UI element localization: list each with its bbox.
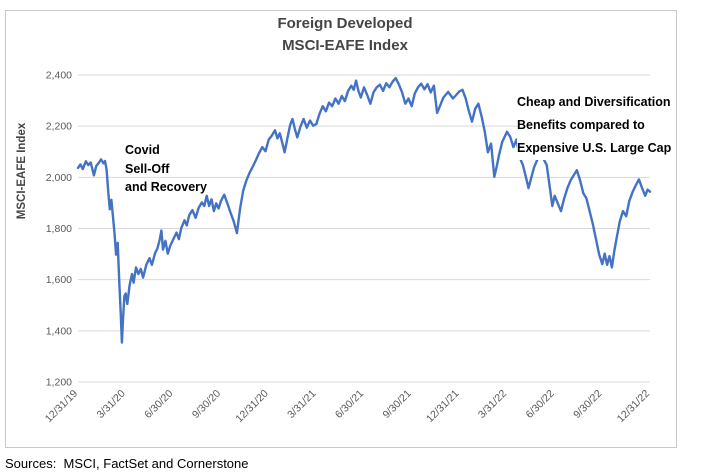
- annotation-cheap-line2: Benefits compared to: [517, 118, 645, 132]
- x-tick-label: 3/31/21: [285, 388, 318, 421]
- annotation-covid-line2: Sell-Off: [125, 161, 170, 176]
- x-tick-label: 6/30/22: [524, 388, 557, 421]
- x-tick-label: 9/30/21: [381, 388, 414, 421]
- sources-text: Sources: MSCI, FactSet and Cornerstone: [5, 456, 249, 471]
- y-tick-label: 1,200: [46, 377, 72, 389]
- y-tick-label: 2,400: [46, 70, 72, 82]
- annotation-covid-line1: Covid: [125, 143, 160, 157]
- chart-title-line2: MSCI-EAFE Index: [282, 37, 408, 54]
- x-tick-label: 6/30/21: [333, 388, 366, 421]
- index-line-series: [76, 76, 652, 344]
- x-tick-label: 12/31/21: [424, 388, 461, 425]
- y-tick-label: 1,400: [46, 325, 72, 337]
- x-tick-label: 3/31/20: [95, 388, 128, 421]
- y-tick-label: 2,200: [46, 121, 72, 133]
- y-tick-label: 1,600: [46, 274, 72, 286]
- y-tick-label: 1,800: [46, 223, 72, 235]
- y-axis-title: MSCI-EAFE Index: [16, 122, 28, 220]
- x-tick-label: 6/30/20: [142, 388, 175, 421]
- x-tick-label: 3/31/22: [476, 388, 509, 421]
- annotation-cheap-line1: Cheap and Diversification: [517, 95, 671, 109]
- chart-title: Foreign Developed MSCI-EAFE Index: [45, 13, 645, 57]
- annotation-covid: Covid Sell-Off and Recovery: [125, 141, 207, 197]
- annotation-cheap-line3: Expensive U.S. Large Cap: [517, 141, 672, 155]
- y-tick-label: 2,000: [46, 172, 72, 184]
- chart-title-line1: Foreign Developed: [277, 15, 413, 32]
- x-tick-label: 12/31/20: [233, 388, 270, 425]
- x-tick-label: 12/31/19: [43, 388, 80, 425]
- annotation-covid-line3: and Recovery: [125, 180, 207, 194]
- annotation-cheap: Cheap and Diversification Benefits compa…: [517, 91, 672, 160]
- x-tick-label: 9/30/20: [190, 388, 223, 421]
- x-tick-label: 9/30/22: [571, 388, 604, 421]
- x-tick-label: 12/31/22: [615, 388, 652, 425]
